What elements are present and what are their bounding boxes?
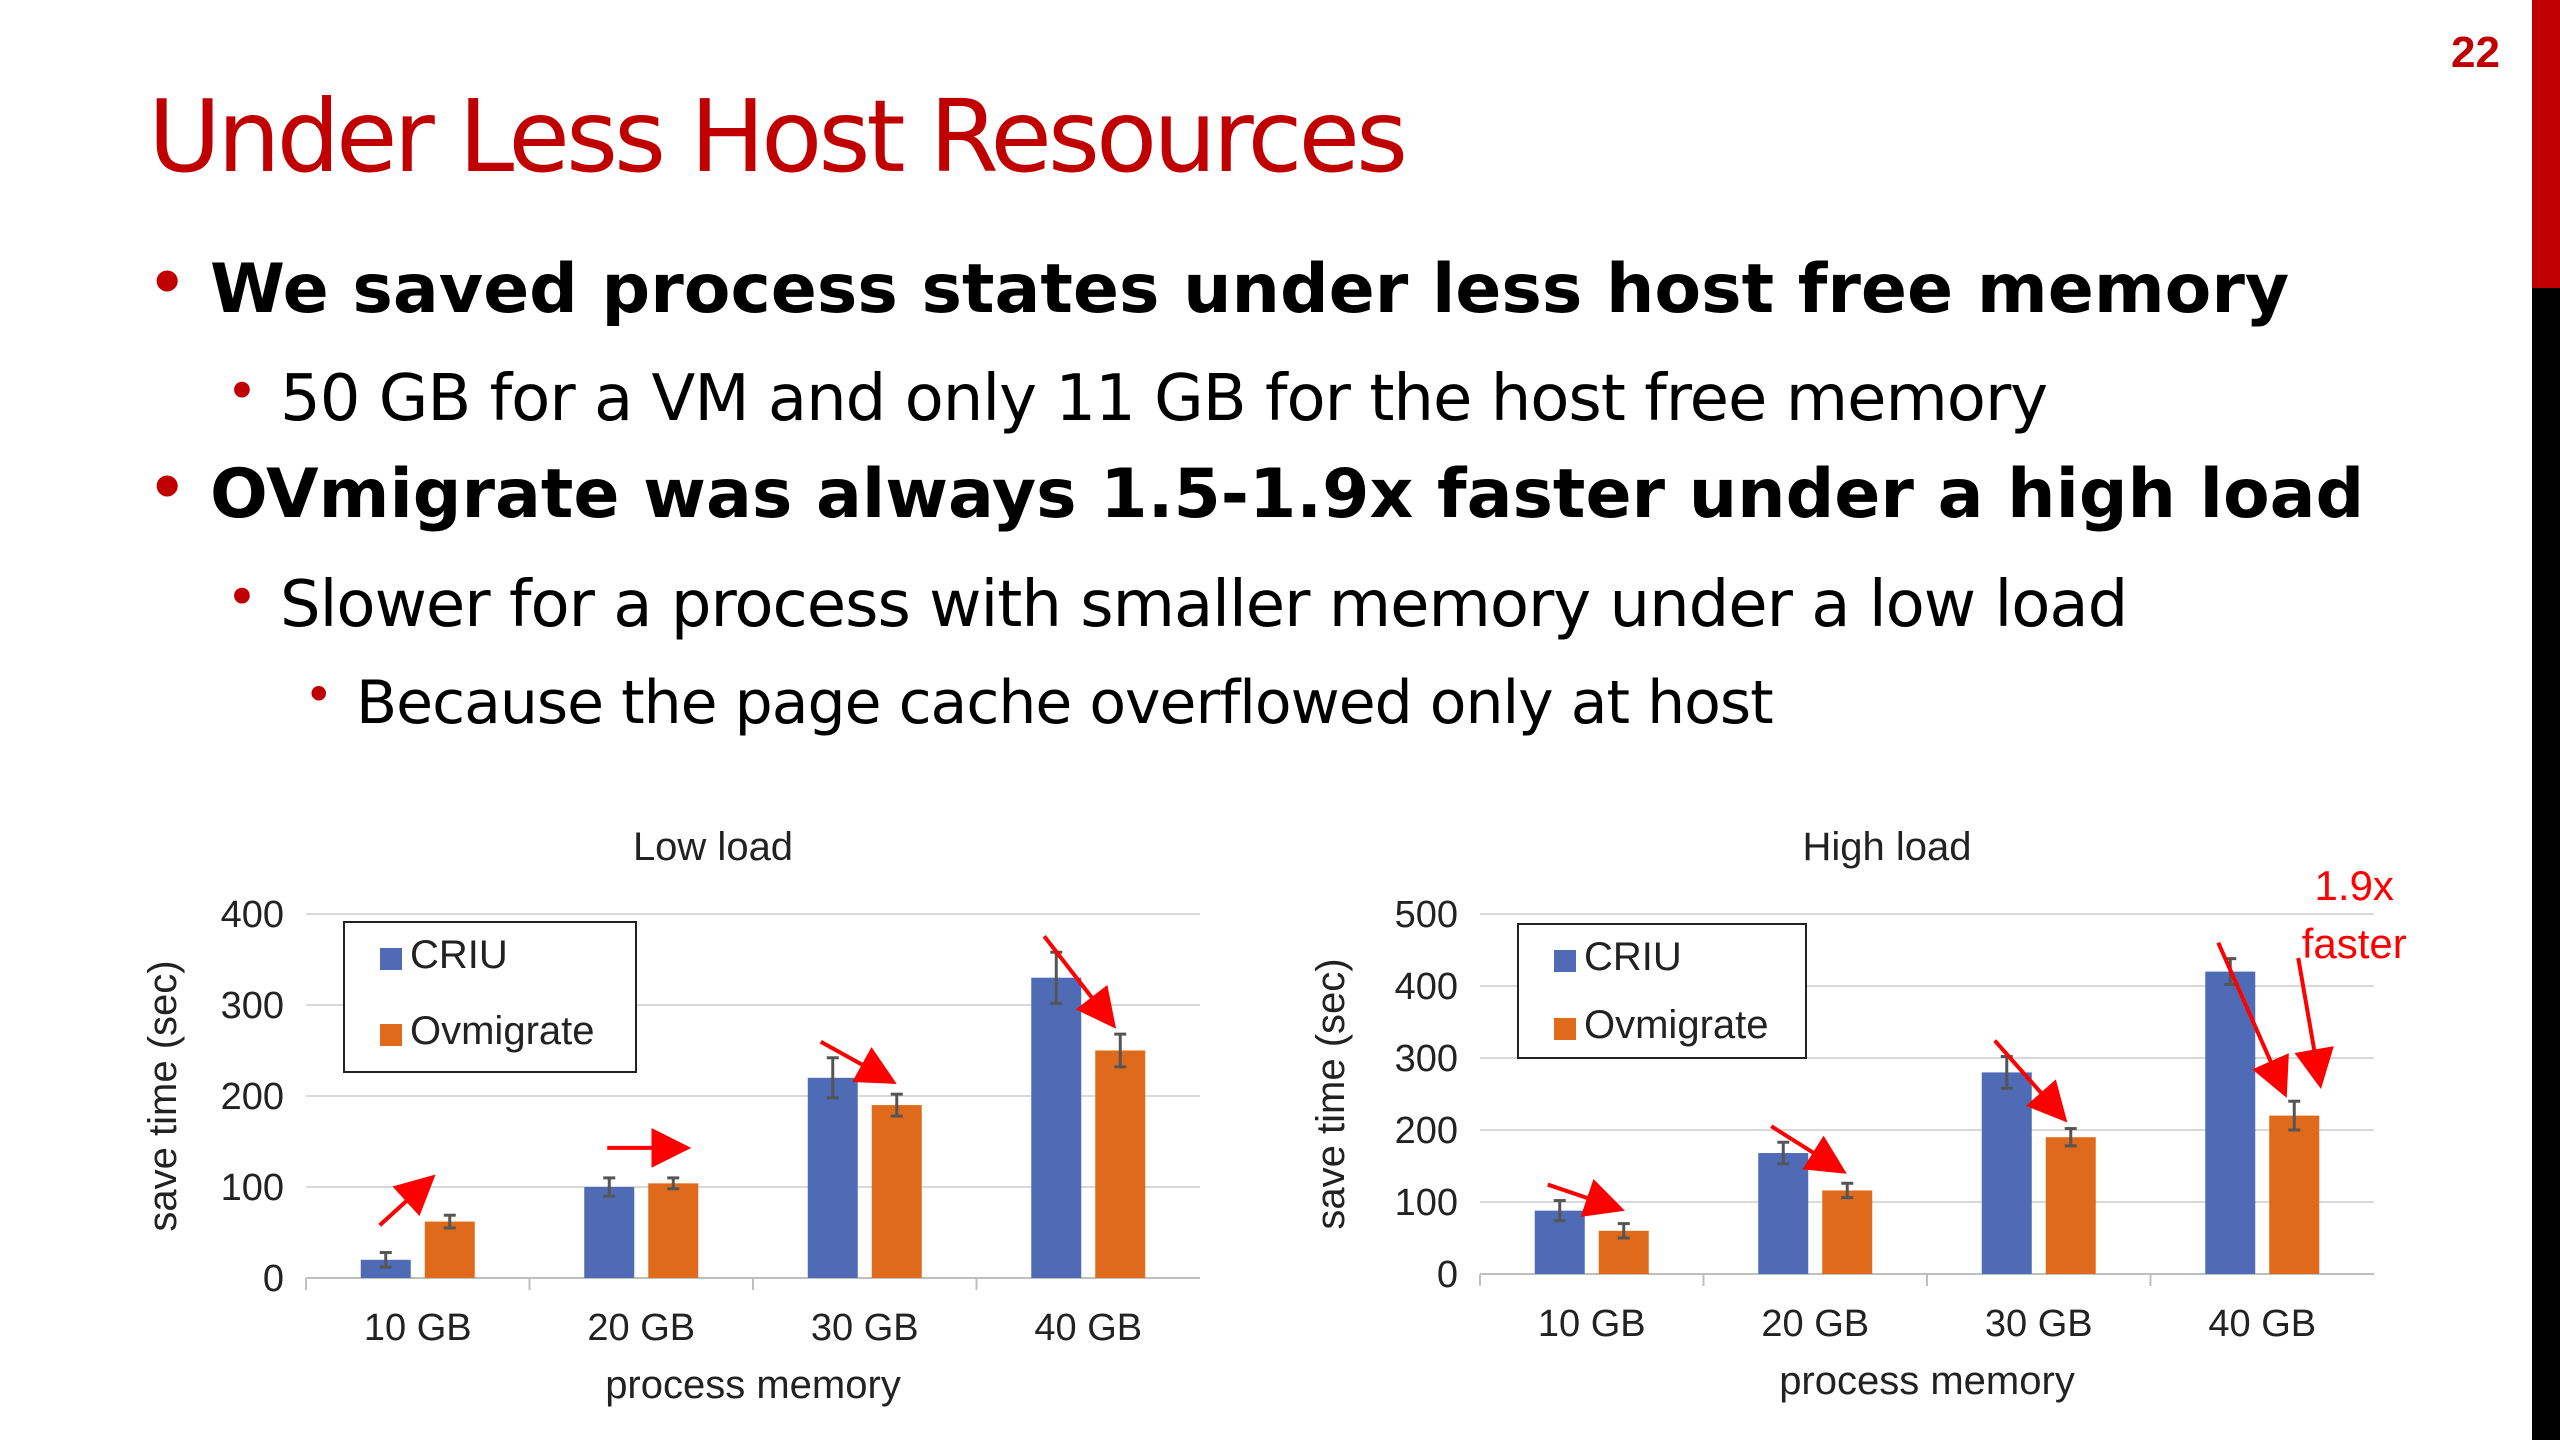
legend-swatch-ovmigrate	[1554, 1018, 1576, 1040]
bar-criu	[1758, 1153, 1809, 1274]
legend-label: CRIU	[410, 933, 508, 977]
chart-high-load-svg: High load 0 100 200 300 400 500 save time (sec)…	[1309, 825, 2407, 1403]
bar-ovmigrate	[871, 1105, 922, 1278]
annotation-text: 1.9x	[2315, 862, 2394, 909]
bullet-text: 50 GB for a VM and only 11 GB for the ho…	[280, 362, 2048, 436]
bar-criu	[1981, 1072, 2032, 1274]
bullet-text: OVmigrate was always 1.5-1.9x faster und…	[210, 455, 2365, 534]
legend-box	[343, 921, 637, 1073]
x-axis-label: process memory	[1779, 1359, 2075, 1403]
y-axis-label: save time (sec)	[1309, 958, 1353, 1229]
x-tick-label: 40 GB	[2208, 1303, 2316, 1345]
chart-title: High load	[1802, 825, 1971, 869]
bar-criu	[2205, 971, 2256, 1274]
y-axis-label: save time (sec)	[141, 960, 185, 1231]
bullet-text: We saved process states under less host …	[210, 250, 2290, 329]
x-tick-label: 30 GB	[1985, 1303, 2093, 1345]
bar-ovmigrate	[648, 1183, 699, 1278]
bar-ovmigrate	[424, 1221, 475, 1278]
x-tick-label: 10 GB	[1538, 1303, 1646, 1345]
red-arrow	[819, 1040, 897, 1084]
bar-ovmigrate	[2269, 1115, 2320, 1274]
chart-low-load-svg: Low load 0 100 200 300 400 save time (sec) proc…	[141, 825, 1200, 1407]
red-arrow	[2216, 941, 2289, 1098]
y-tick-label: 400	[1395, 966, 1458, 1008]
red-arrow	[1042, 934, 1117, 1029]
legend-swatch-criu	[1554, 950, 1576, 972]
y-tick-label: 400	[221, 894, 284, 936]
x-tick-label: 20 GB	[1761, 1303, 1869, 1345]
legend-swatch-criu	[380, 948, 402, 970]
x-axis-label: process memory	[605, 1363, 901, 1407]
y-tick-label: 0	[263, 1258, 284, 1300]
red-arrow	[378, 1174, 436, 1227]
bar-criu	[1031, 977, 1082, 1278]
chart-high-load: High load 0 100 200 300 400 500 save time (sec)…	[1302, 800, 2412, 1440]
bar-ovmigrate	[1095, 1050, 1146, 1278]
y-tick-label: 300	[1395, 1038, 1458, 1080]
red-arrow	[2294, 957, 2334, 1089]
bullet-dot-icon: •	[226, 360, 258, 423]
legend-label: CRIU	[1584, 935, 1682, 979]
y-tick-label: 100	[1395, 1182, 1458, 1224]
side-accent-bar-red	[2532, 0, 2560, 288]
chart-title: Low load	[633, 825, 793, 869]
bar-ovmigrate	[2045, 1137, 2096, 1274]
annotation-text: faster	[2302, 920, 2407, 967]
chart-low-load: Low load 0 100 200 300 400 save time (sec) proc…	[130, 800, 1240, 1440]
legend-swatch-ovmigrate	[380, 1024, 402, 1046]
bullet-text: Slower for a process with smaller memory…	[280, 568, 2128, 642]
bar-ovmigrate	[1822, 1190, 1873, 1274]
slide-title: Under Less Host Resources	[148, 78, 1408, 195]
side-accent-bar-black	[2532, 288, 2560, 1440]
x-tick-label: 40 GB	[1034, 1307, 1142, 1349]
red-arrow	[1993, 1039, 2068, 1123]
bar-criu	[584, 1187, 635, 1278]
x-tick-label: 10 GB	[364, 1307, 472, 1349]
y-tick-label: 500	[1395, 894, 1458, 936]
bar-criu	[807, 1077, 858, 1278]
legend-label: Ovmigrate	[410, 1009, 595, 1053]
y-tick-label: 100	[221, 1167, 284, 1209]
bullet-dot-icon: •	[148, 248, 187, 318]
legend-label: Ovmigrate	[1584, 1003, 1769, 1047]
x-tick-label: 20 GB	[587, 1307, 695, 1349]
bar-criu	[360, 1259, 411, 1278]
y-tick-label: 200	[1395, 1110, 1458, 1152]
x-tick-label: 30 GB	[811, 1307, 919, 1349]
y-tick-label: 200	[221, 1076, 284, 1118]
bullet-text: Because the page cache overflowed only a…	[356, 668, 1774, 738]
red-arrow	[1547, 1178, 1625, 1217]
red-arrow	[1770, 1124, 1847, 1174]
y-tick-label: 300	[221, 985, 284, 1027]
slide-number: 22	[2451, 28, 2500, 77]
y-tick-label: 0	[1437, 1254, 1458, 1296]
bullet-dot-icon: •	[148, 453, 187, 523]
bullet-dot-icon: •	[304, 666, 334, 724]
bullet-dot-icon: •	[226, 566, 258, 629]
